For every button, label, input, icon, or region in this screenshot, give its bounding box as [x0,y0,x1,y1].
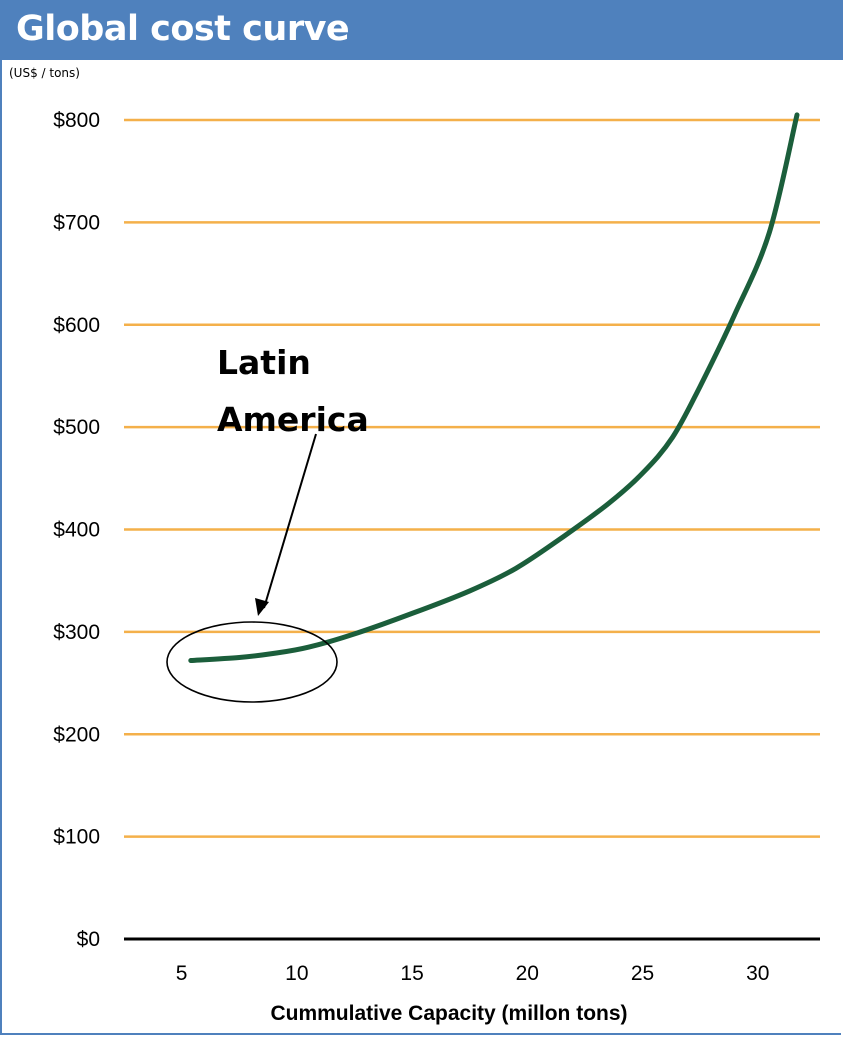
x-tick-label: 25 [631,962,654,985]
y-tick-label: $700 [53,211,100,234]
gridlines [124,118,820,838]
y-tick-label: $200 [53,723,100,746]
x-tick-label: 10 [285,962,308,985]
x-tick-labels: 5 10 15 20 25 30 [176,962,770,985]
page-title: Global cost curve [16,9,350,49]
annotation-ellipse [166,621,338,703]
x-axis-label: Cummulative Capacity (millon tons) [270,1002,627,1025]
y-unit-label: (US$ / tons) [9,66,80,80]
y-tick-label: $300 [53,621,100,644]
x-tick-label: 20 [516,962,539,985]
title-bar: Global cost curve [0,0,843,60]
annotation-label-line-1: Latin [217,343,311,382]
annotation-label-line-2: America [217,400,369,439]
y-tick-label: $800 [53,109,100,132]
y-tick-labels: $0 $100 $200 $300 $400 $500 $600 $700 $800 [53,109,100,951]
y-tick-label: $400 [53,519,100,542]
y-tick-label: $600 [53,314,100,337]
y-tick-label: $0 [77,928,100,951]
annotation-arrow [263,433,317,609]
y-tick-label: $500 [53,416,100,439]
x-tick-label: 30 [746,962,769,985]
y-tick-label: $100 [53,826,100,849]
series-line [188,112,800,663]
x-tick-label: 5 [176,962,188,985]
x-tick-label: 15 [400,962,423,985]
annotation-arrowhead [255,598,269,616]
